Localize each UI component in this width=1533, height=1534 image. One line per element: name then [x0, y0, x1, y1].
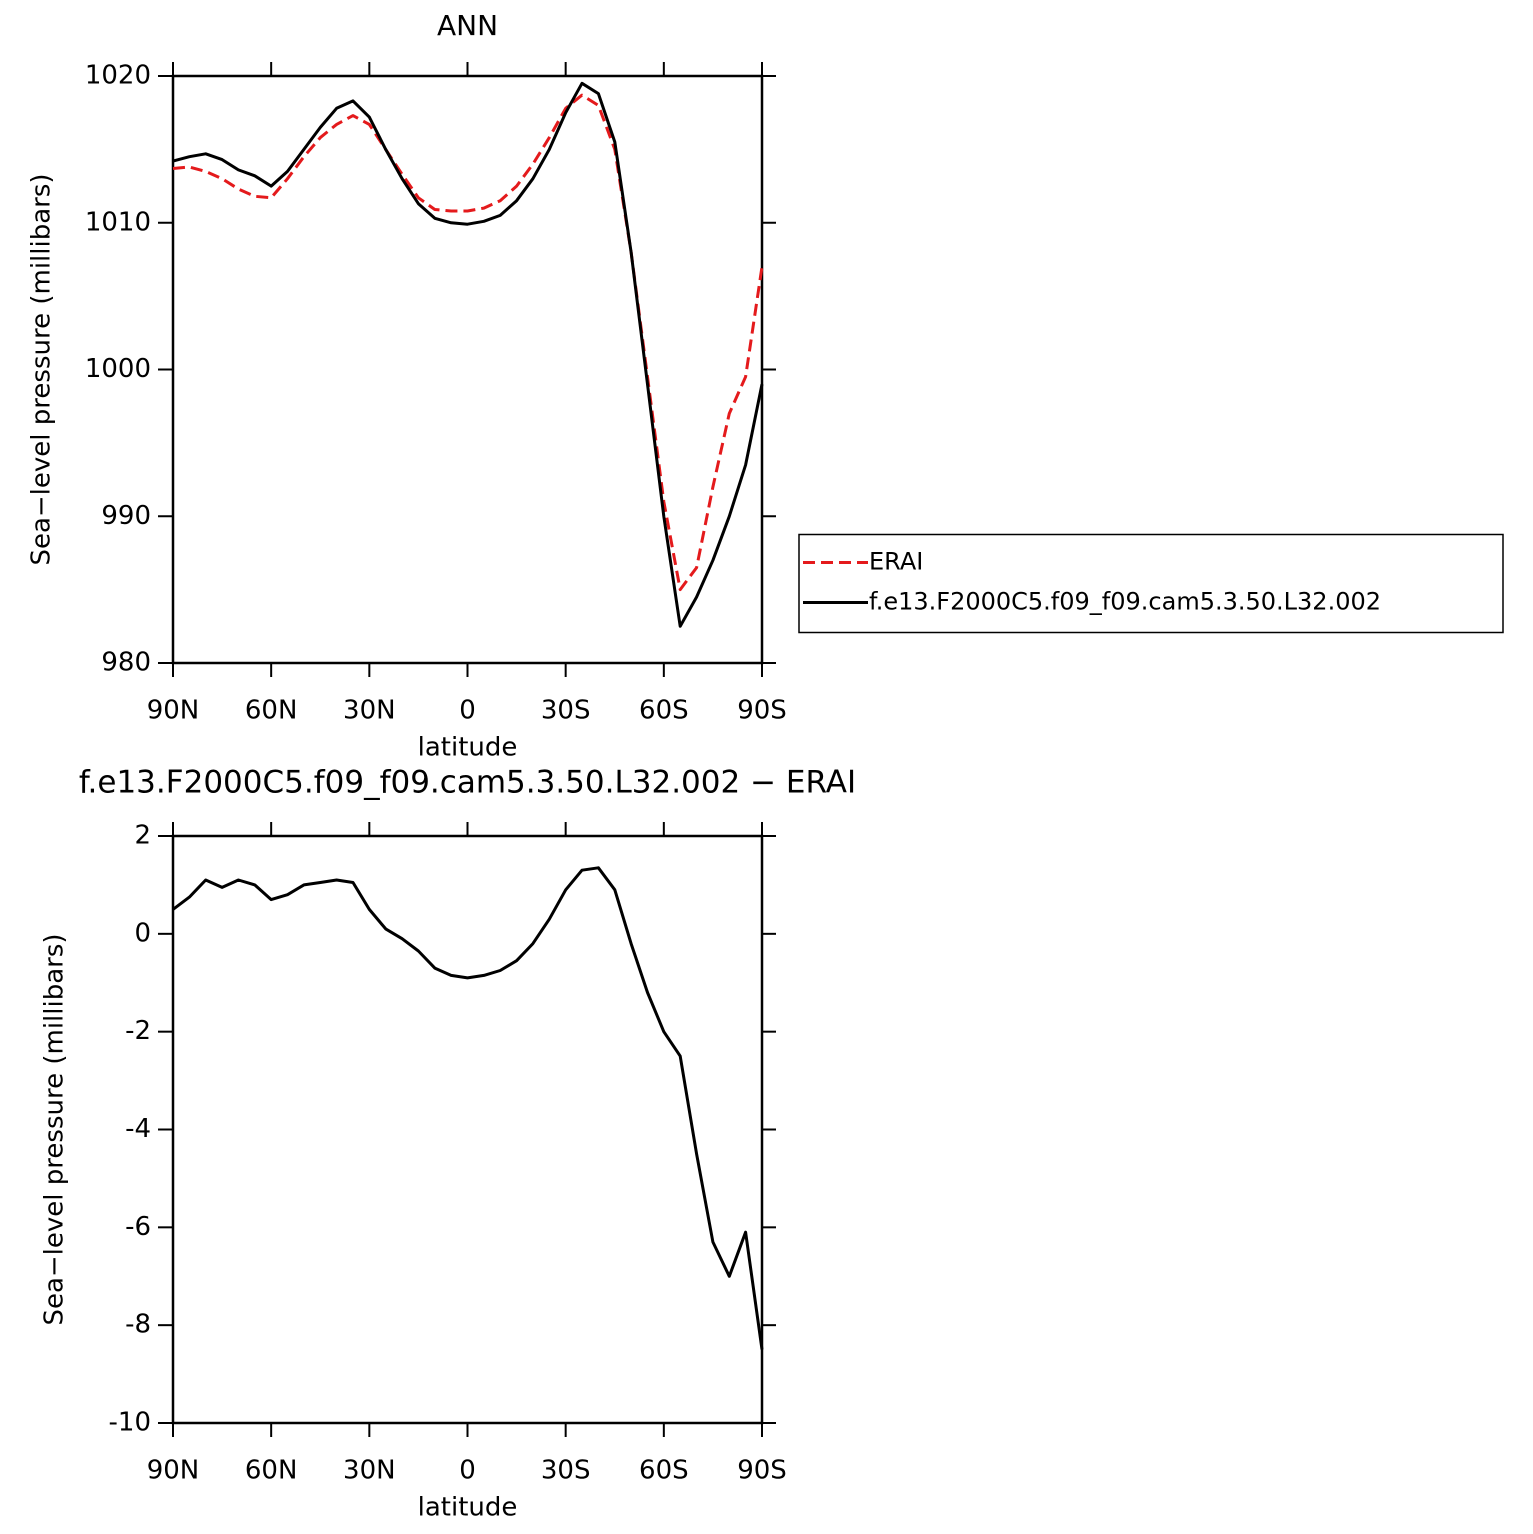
x-tick-label: 0 — [459, 1456, 476, 1486]
x-tick-label: 30N — [343, 1456, 396, 1486]
data-line — [172, 866, 764, 1350]
x-tick-label: 30S — [541, 1456, 591, 1486]
x-tick-label: 30N — [343, 696, 396, 726]
y-tick-label: -4 — [125, 1114, 151, 1144]
chart-title: f.e13.F2000C5.f09_f09.cam5.3.50.L32.002 … — [79, 765, 856, 801]
x-axis-label: latitude — [418, 1493, 518, 1523]
y-tick-label: 1020 — [85, 61, 151, 91]
x-tick-label: 60N — [245, 1456, 298, 1486]
legend-label: f.e13.F2000C5.f09_f09.cam5.3.50.L32.002 — [869, 588, 1381, 616]
y-tick-label: 2 — [134, 821, 151, 851]
y-tick-label: -8 — [125, 1310, 151, 1340]
data-line — [172, 81, 764, 628]
x-tick-label: 60S — [639, 696, 689, 726]
x-tick-label: 30S — [541, 696, 591, 726]
y-tick-label: 1000 — [85, 354, 151, 384]
y-tick-label: -2 — [125, 1016, 151, 1046]
y-tick-label: -10 — [109, 1408, 151, 1438]
chart-title: ANN — [437, 9, 498, 42]
x-axis-label: latitude — [418, 733, 518, 763]
y-tick-label: -6 — [125, 1212, 151, 1242]
x-tick-label: 90N — [147, 1456, 200, 1486]
y-tick-label: 990 — [101, 501, 151, 531]
plot-frame — [171, 74, 764, 665]
data-line — [172, 93, 764, 592]
y-axis-label: Sea−level pressure (millibars) — [40, 933, 70, 1325]
legend-box — [798, 533, 1504, 634]
x-tick-label: 90S — [737, 1456, 787, 1486]
x-tick-label: 90S — [737, 696, 787, 726]
legend-label: ERAI — [869, 548, 923, 576]
x-tick-label: 0 — [459, 696, 476, 726]
y-tick-label: 980 — [101, 648, 151, 678]
x-tick-label: 90N — [147, 696, 200, 726]
y-tick-label: 0 — [134, 918, 151, 948]
x-tick-label: 60N — [245, 696, 298, 726]
x-tick-label: 60S — [639, 1456, 689, 1486]
y-axis-label: Sea−level pressure (millibars) — [27, 173, 57, 565]
y-tick-label: 1010 — [85, 207, 151, 237]
plot-frame — [171, 834, 764, 1425]
